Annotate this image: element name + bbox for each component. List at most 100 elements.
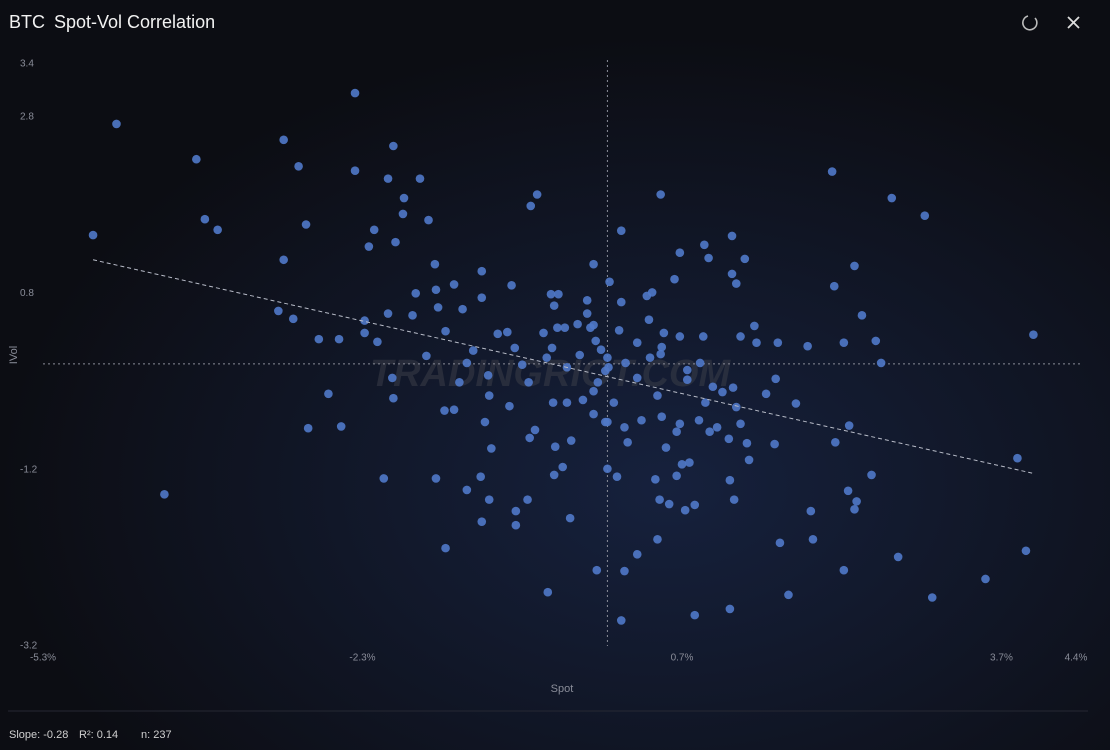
scatter-point [831, 438, 840, 447]
scatter-point [621, 358, 630, 368]
scatter-point [806, 506, 816, 516]
scatter-point [549, 470, 559, 480]
scatter-point [843, 486, 853, 496]
scatter-point [672, 427, 681, 437]
scatter-point [279, 135, 288, 145]
scatter-point [727, 269, 737, 279]
scatter-point [603, 417, 612, 427]
scatter-point [431, 285, 441, 295]
scatter-point [839, 565, 849, 575]
scatter-point [484, 495, 494, 504]
scatter-point [288, 314, 298, 324]
scatter-point [596, 345, 606, 355]
scatter-point [324, 389, 333, 399]
scatter-point [455, 378, 464, 387]
scatter-point [593, 378, 603, 387]
scatter-point [539, 328, 548, 338]
scatter-point [603, 464, 612, 474]
scatter-point [553, 323, 562, 332]
scatter-point [449, 405, 459, 414]
scatter-point [398, 209, 408, 219]
scatter-point [586, 323, 595, 332]
scatter-point [510, 343, 520, 353]
scatter-point [566, 436, 576, 445]
scatter-point [623, 438, 632, 447]
scatter-point [887, 193, 897, 203]
scatter-point [718, 387, 727, 397]
scatter-point [483, 370, 493, 380]
scatter-point [476, 472, 485, 481]
scatter-point [487, 444, 496, 453]
x-axis-label: Spot [551, 683, 574, 695]
scatter-point [645, 353, 655, 362]
scatter-point [383, 309, 393, 318]
scatter-point [708, 382, 718, 392]
scatter-point [850, 505, 859, 514]
scatter-point [791, 399, 801, 408]
scatter-point [620, 423, 629, 432]
r2-stat: R²: 0.14 [79, 729, 118, 741]
scatter-point [657, 412, 667, 422]
scatter-point [192, 154, 201, 164]
scatter-point [651, 475, 660, 484]
scatter-point [740, 254, 750, 264]
scatter-point [449, 280, 459, 289]
scatter-point [742, 438, 752, 448]
scatter-point [632, 338, 642, 347]
scatter-point [578, 395, 588, 405]
scatter-point [582, 309, 592, 318]
y-tick-label: -1.2 [20, 464, 38, 475]
asset-label: BTC [9, 12, 45, 32]
scatter-point [659, 328, 669, 338]
scatter-point [701, 398, 710, 407]
scatter-point [558, 462, 567, 472]
scatter-point [493, 329, 503, 339]
scatter-point [294, 161, 303, 171]
y-tick-label: 0.8 [20, 288, 34, 299]
scatter-point [675, 248, 685, 258]
scatter-point [670, 274, 679, 284]
scatter-point [422, 351, 431, 361]
close-button[interactable] [1067, 16, 1080, 29]
scatter-point [620, 566, 629, 576]
scatter-point [433, 303, 443, 312]
scatter-point [614, 326, 624, 335]
scatter-point [524, 378, 533, 387]
scatter-point [700, 240, 709, 250]
scatter-point [603, 353, 612, 362]
scatter-point [876, 358, 886, 368]
scatter-point [675, 332, 685, 341]
x-tick-label: 3.7% [990, 653, 1013, 664]
window-title: Spot-Vol Correlation [54, 12, 215, 32]
refresh-button[interactable] [1022, 15, 1038, 31]
scatter-point [675, 419, 685, 429]
scatter-point [408, 311, 417, 320]
scatter-point [503, 327, 512, 337]
scatter-point [424, 215, 433, 225]
scatter-point [523, 495, 532, 504]
scatter-point [301, 220, 311, 229]
scatter-point [685, 458, 694, 467]
scatter-point [350, 166, 360, 175]
scatter-point [591, 336, 601, 346]
scatter-point [850, 261, 859, 271]
scatter-point [364, 242, 374, 251]
scatter-point [573, 319, 582, 329]
scatter-point [112, 119, 121, 129]
scatter-point [657, 342, 667, 352]
scatter-point [761, 389, 771, 399]
scatter-point [728, 383, 738, 392]
scatter-point [605, 277, 614, 287]
scatter-point [549, 301, 559, 310]
scatter-point [334, 334, 344, 344]
scatter-point [477, 517, 487, 526]
scatter-point [1013, 453, 1022, 463]
scatter-point [852, 497, 861, 506]
scatter-point [705, 427, 714, 437]
scatter-point [653, 391, 662, 400]
scatter-point [644, 315, 654, 325]
x-tick-label: 0.7% [671, 653, 694, 664]
scatter-point [664, 499, 674, 509]
